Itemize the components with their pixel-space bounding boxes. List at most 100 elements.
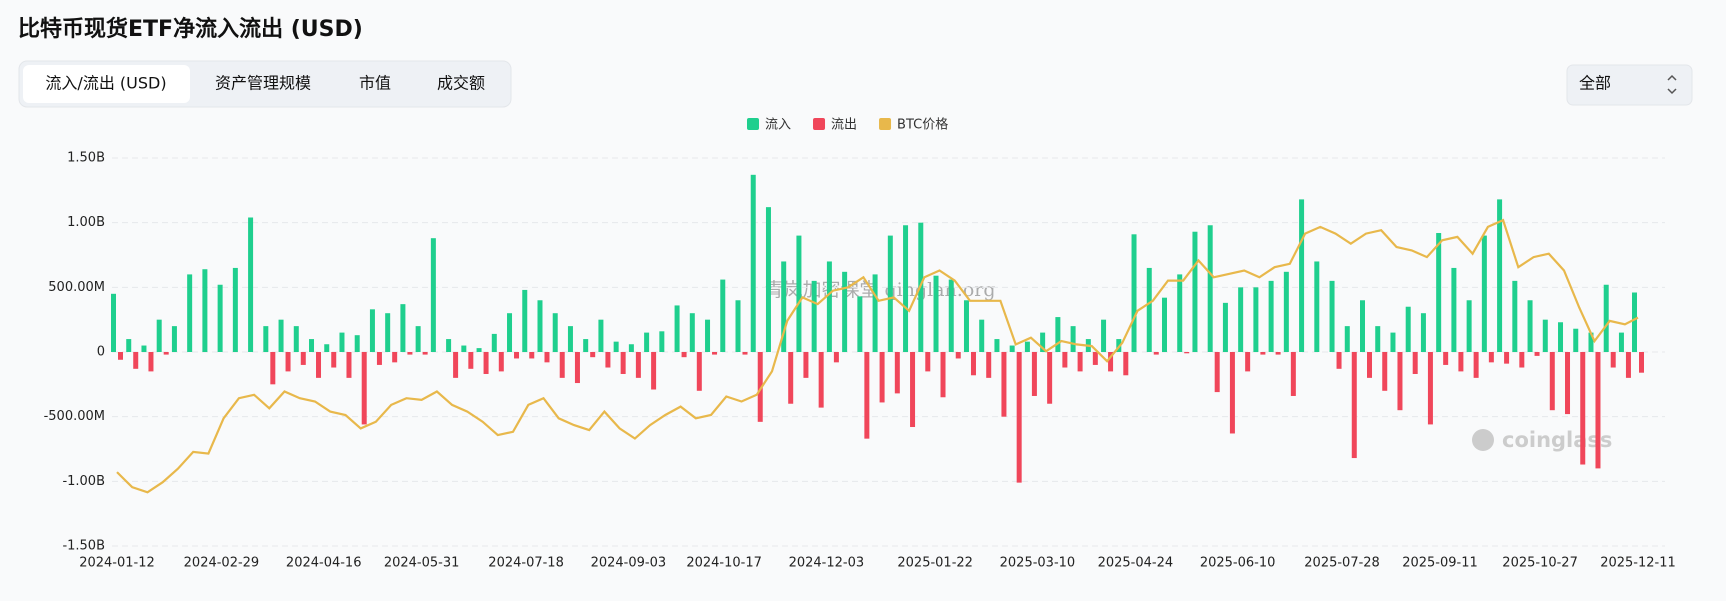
bar — [1458, 352, 1464, 372]
y-tick-label: 0 — [97, 345, 105, 360]
bar — [605, 352, 611, 368]
bar — [1299, 199, 1305, 352]
bar — [1639, 352, 1644, 373]
x-tick-label: 2025-12-11 — [1600, 556, 1676, 571]
bar — [163, 352, 169, 355]
bar — [263, 326, 269, 352]
bar — [1009, 345, 1015, 352]
bar — [1565, 352, 1571, 415]
bar — [583, 339, 589, 352]
bar — [202, 269, 208, 352]
bar — [1253, 287, 1259, 352]
bar — [1001, 352, 1007, 417]
bar — [1344, 326, 1350, 352]
bar — [1161, 297, 1167, 352]
bar — [1268, 280, 1274, 352]
tab[interactable]: 资产管理规模 — [215, 74, 311, 93]
bar — [522, 289, 528, 352]
tab[interactable]: 市值 — [359, 74, 391, 93]
y-tick-label: -1.50B — [62, 539, 105, 554]
legend-label[interactable]: 流出 — [831, 118, 857, 133]
bar — [1360, 300, 1366, 352]
select-value[interactable]: 全部 — [1579, 74, 1611, 93]
bar — [285, 352, 291, 372]
bar — [324, 344, 330, 352]
bar — [1101, 319, 1107, 352]
bar — [217, 284, 223, 352]
bar — [407, 352, 413, 355]
bar — [689, 313, 695, 352]
legend-swatch[interactable] — [747, 118, 759, 130]
legend-label[interactable]: BTC价格 — [897, 117, 948, 133]
bar — [415, 326, 421, 352]
bar — [986, 352, 992, 378]
x-tick-label: 2024-05-31 — [384, 556, 460, 571]
bar — [598, 319, 604, 352]
bar — [1123, 352, 1129, 376]
bar — [894, 352, 900, 394]
bar — [118, 352, 123, 360]
legend-label[interactable]: 流入 — [765, 118, 791, 133]
legend-swatch[interactable] — [813, 118, 826, 130]
bar — [1610, 352, 1616, 368]
bar — [1177, 274, 1183, 352]
bar — [430, 238, 436, 352]
bar — [300, 352, 306, 365]
bar — [1367, 352, 1373, 378]
bar — [750, 174, 756, 352]
legend-swatch[interactable] — [879, 118, 892, 130]
bar — [1031, 352, 1037, 396]
bar — [903, 225, 909, 352]
bar — [1062, 352, 1068, 368]
bar — [1427, 352, 1433, 425]
bar — [1549, 352, 1555, 411]
select[interactable] — [1566, 64, 1693, 106]
bar — [720, 279, 726, 352]
bar — [453, 352, 459, 378]
bar — [392, 352, 398, 363]
x-tick-label: 2025-07-28 — [1304, 556, 1380, 571]
bar — [1184, 352, 1190, 354]
bar — [1573, 328, 1579, 352]
bar — [559, 352, 565, 378]
bar — [1108, 352, 1114, 372]
x-tick-label: 2024-04-16 — [286, 556, 362, 571]
x-tick-label: 2025-10-27 — [1502, 556, 1578, 571]
bar — [376, 352, 382, 365]
bar — [742, 352, 748, 355]
bar — [925, 352, 931, 372]
bar — [552, 313, 558, 352]
bar — [1336, 352, 1342, 369]
bar — [1436, 233, 1442, 352]
bar — [879, 352, 885, 403]
tab[interactable]: 成交额 — [437, 74, 485, 93]
bar — [248, 217, 254, 352]
bar — [1192, 231, 1198, 352]
bar — [1527, 300, 1533, 352]
bar — [1260, 352, 1266, 355]
bar — [781, 261, 787, 352]
bar — [1047, 352, 1053, 404]
bar — [933, 275, 939, 352]
bar — [1329, 280, 1335, 352]
bar — [1466, 300, 1472, 352]
bar — [461, 345, 467, 352]
bar — [757, 352, 763, 422]
bar — [514, 352, 520, 359]
bar — [529, 352, 535, 359]
bar — [1542, 319, 1548, 352]
bar — [385, 313, 391, 352]
bar — [111, 293, 116, 352]
bar — [1070, 326, 1076, 352]
bar — [979, 319, 985, 352]
bar — [1077, 352, 1083, 372]
y-tick-label: -1.00B — [62, 474, 105, 489]
bar — [948, 279, 954, 352]
active-tab[interactable] — [23, 65, 190, 103]
tab[interactable]: 流入/流出 (USD) — [45, 74, 166, 93]
bar — [422, 352, 428, 355]
bar — [1382, 352, 1388, 391]
bar — [963, 300, 969, 352]
bar — [544, 352, 550, 363]
bar — [712, 352, 718, 355]
